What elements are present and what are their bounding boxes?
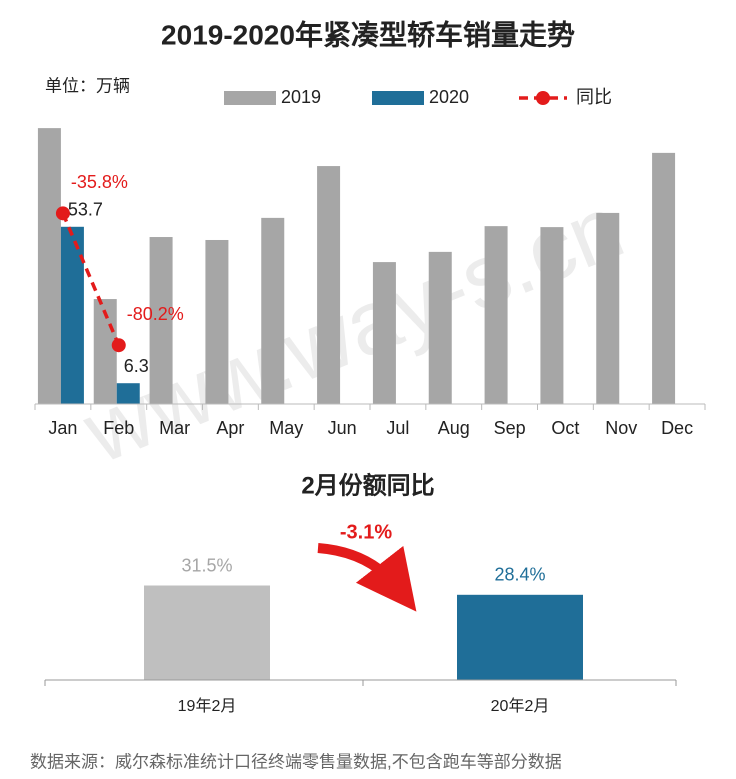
x-tick-label: 20年2月 [491, 697, 550, 715]
yoy-point [55, 206, 70, 221]
data-label: -35.8% [71, 172, 128, 192]
x-tick-label: Jun [328, 418, 357, 438]
yoy-point [111, 338, 126, 353]
yoy-line [61, 212, 121, 346]
x-tick-label: Nov [605, 418, 637, 438]
x-tick-label: Mar [159, 418, 190, 438]
x-tick-label: Apr [216, 418, 244, 438]
bar [596, 212, 620, 404]
bar [457, 594, 583, 680]
bar [261, 217, 285, 404]
bar [652, 152, 676, 404]
x-tick-label: Jan [48, 418, 77, 438]
x-tick-label: Dec [661, 418, 693, 438]
data-label: 28.4% [494, 565, 545, 585]
x-tick-label: Jul [386, 418, 409, 438]
chart-title: 2019-2020年紧凑型轿车销量走势 [161, 18, 575, 50]
bar [540, 227, 564, 404]
bar [484, 226, 508, 404]
bar [317, 166, 341, 404]
bar [372, 262, 396, 404]
annotation: -3.1% [340, 521, 392, 543]
bar [144, 585, 270, 680]
data-label: 31.5% [181, 555, 232, 575]
legend-label: 同比 [576, 87, 612, 107]
source-note: 数据来源：威尔森标准统计口径终端零售量数据,不包含跑车等部分数据 [30, 752, 562, 771]
data-label: -80.2% [127, 304, 184, 324]
x-tick-label: 19年2月 [178, 697, 237, 715]
bar [149, 237, 173, 404]
bar [116, 383, 140, 404]
unit-label: 单位：万辆 [45, 76, 130, 95]
legend-label: 2020 [429, 87, 469, 107]
x-tick-label: Sep [494, 418, 526, 438]
bar [60, 226, 84, 404]
legend-swatch [536, 91, 550, 105]
legend-swatch [224, 91, 276, 105]
x-tick-label: May [269, 418, 303, 438]
x-tick-label: Oct [551, 418, 579, 438]
change-arrow [317, 543, 417, 612]
data-label: 6.3 [124, 356, 149, 376]
legend-label: 2019 [281, 87, 321, 107]
x-tick-label: Aug [438, 418, 470, 438]
x-tick-label: Feb [103, 418, 134, 438]
bar [205, 239, 229, 404]
legend-swatch [372, 91, 424, 105]
bar [428, 251, 452, 404]
bar [37, 128, 61, 404]
data-label: 53.7 [68, 200, 103, 220]
chart-title: 2月份额同比 [301, 472, 434, 499]
